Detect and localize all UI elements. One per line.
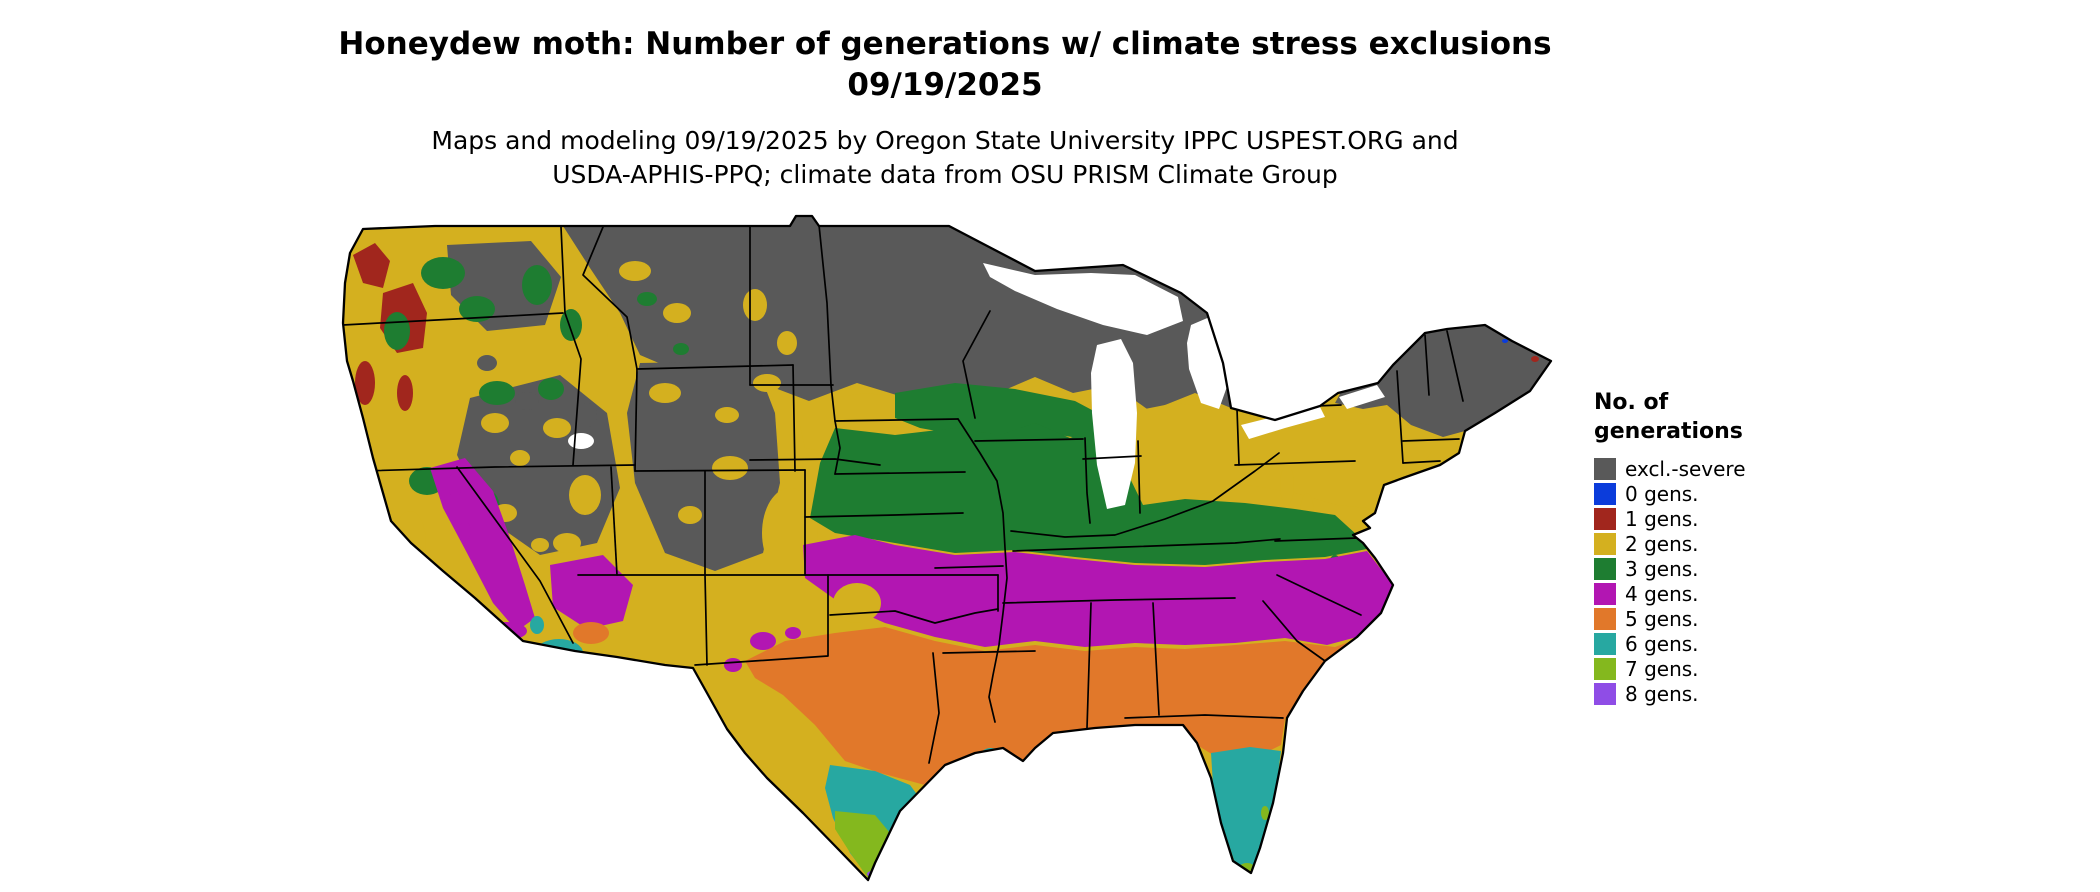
- legend-item-label: 1 gens.: [1625, 507, 1699, 531]
- map-title-line1: Honeydew moth: Number of generations w/ …: [338, 26, 1552, 62]
- us-generations-map: [335, 210, 1553, 888]
- legend-item-label: 2 gens.: [1625, 532, 1699, 556]
- figure-header: Honeydew moth: Number of generations w/ …: [0, 24, 1890, 192]
- lake-ontario: [1339, 385, 1385, 409]
- legend-item: 0 gens.: [1594, 483, 1824, 505]
- legend-swatch: [1594, 508, 1616, 530]
- texas-panhandle-gold-patch: [833, 583, 881, 623]
- legend-swatch: [1594, 483, 1616, 505]
- legend-item-label: 6 gens.: [1625, 632, 1699, 656]
- legend-swatch: [1594, 458, 1616, 480]
- state-borders: [343, 224, 1464, 764]
- legend-item-label: 8 gens.: [1625, 682, 1699, 706]
- legend-item-label: 5 gens.: [1625, 607, 1699, 631]
- legend-item: 3 gens.: [1594, 558, 1824, 580]
- legend-item-label: excl.-severe: [1625, 457, 1746, 481]
- regions-7gens: [835, 806, 1269, 878]
- legend-swatch: [1594, 658, 1616, 680]
- legend-title-line2: generations: [1594, 419, 1743, 444]
- us-outline: [341, 214, 1553, 882]
- lake-superior: [983, 263, 1183, 335]
- legend-items: excl.-severe 0 gens. 1 gens. 2 gens. 3 g…: [1594, 458, 1824, 705]
- legend-swatch: [1594, 583, 1616, 605]
- legend-item: 5 gens.: [1594, 608, 1824, 630]
- great-salt-lake: [568, 433, 594, 449]
- legend-item: 4 gens.: [1594, 583, 1824, 605]
- legend-swatch: [1594, 558, 1616, 580]
- legend-swatch: [1594, 633, 1616, 655]
- legend-item: 1 gens.: [1594, 508, 1824, 530]
- map-title-date: 09/19/2025: [847, 67, 1043, 103]
- legend: No. of generations excl.-severe 0 gens. …: [1594, 388, 1824, 708]
- legend-item-label: 7 gens.: [1625, 657, 1699, 681]
- legend-swatch: [1594, 608, 1616, 630]
- legend-swatch: [1594, 683, 1616, 705]
- lake-erie: [1241, 405, 1325, 439]
- legend-swatch: [1594, 533, 1616, 555]
- legend-item: excl.-severe: [1594, 458, 1824, 480]
- regions-5gens: [573, 622, 1357, 785]
- legend-item-label: 4 gens.: [1625, 582, 1699, 606]
- map-subtitle-line1: Maps and modeling 09/19/2025 by Oregon S…: [431, 126, 1459, 155]
- legend-item: 2 gens.: [1594, 533, 1824, 555]
- legend-item: 7 gens.: [1594, 658, 1824, 680]
- legend-item: 6 gens.: [1594, 633, 1824, 655]
- legend-title-line1: No. of: [1594, 390, 1669, 415]
- legend-item-label: 0 gens.: [1625, 482, 1699, 506]
- lake-michigan: [1091, 339, 1137, 509]
- legend-item: 8 gens.: [1594, 683, 1824, 705]
- map-subtitle-line2: USDA-APHIS-PPQ; climate data from OSU PR…: [552, 160, 1338, 189]
- us-map-svg: [341, 214, 1553, 882]
- legend-item-label: 3 gens.: [1625, 557, 1699, 581]
